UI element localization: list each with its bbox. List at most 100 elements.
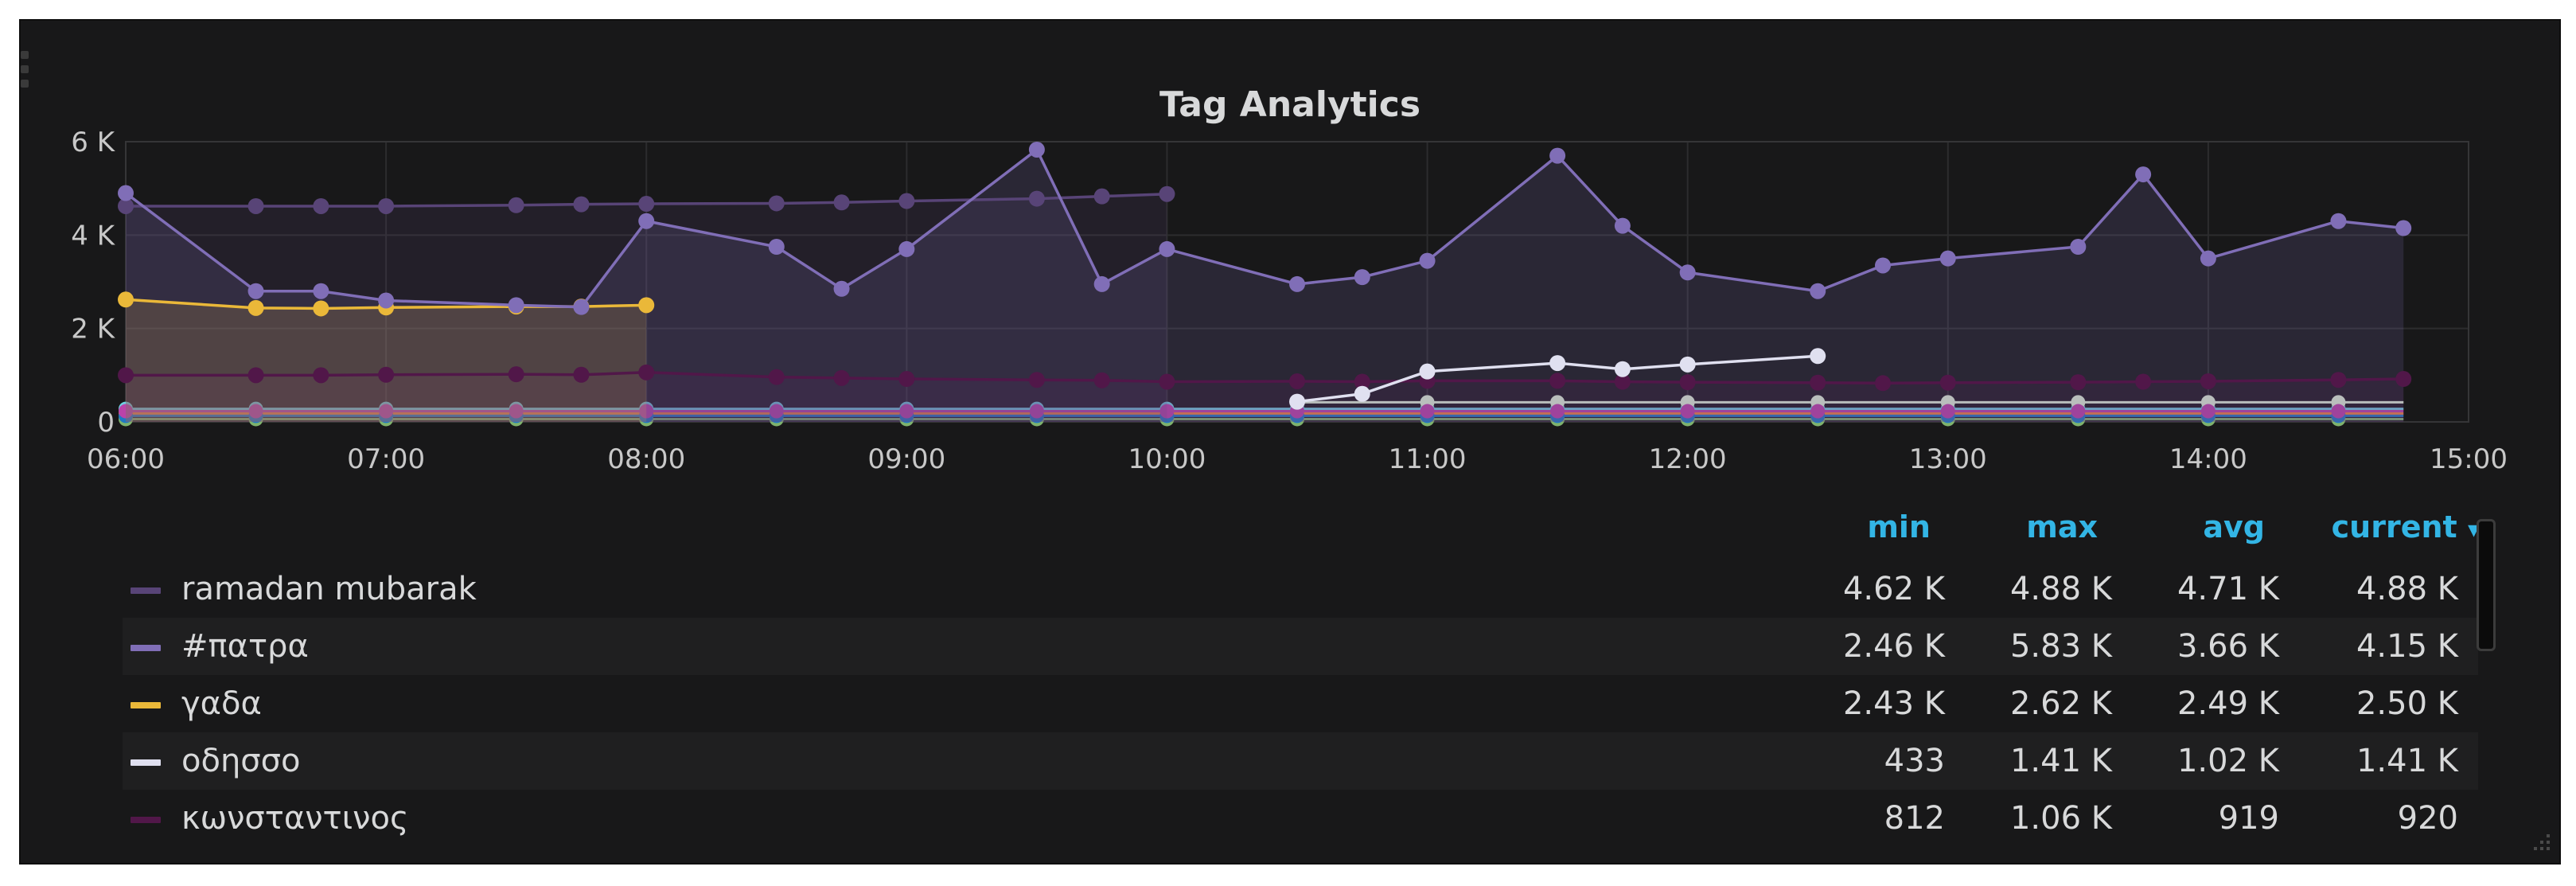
series-point[interactable] [1810,404,1826,419]
series-point[interactable] [898,371,915,388]
series-point[interactable] [833,194,850,211]
series-point[interactable] [313,197,329,214]
series-point[interactable] [1159,240,1175,257]
series-point[interactable] [1159,373,1175,390]
series-point[interactable] [1810,348,1826,365]
series-point[interactable] [573,196,590,213]
graph-canvas[interactable]: 0 2 K 4 K 6 K 06:00 07:00 08:00 09:00 10:00 11:00… [21,21,2562,498]
series-point[interactable] [247,283,264,299]
series-point[interactable] [509,404,524,419]
series-point[interactable] [247,299,264,316]
series-point[interactable] [1679,374,1696,391]
series-point[interactable] [1939,374,1956,391]
legend-series-name[interactable]: ramadan mubarak [181,571,477,607]
series-point[interactable] [1614,361,1631,377]
series-point[interactable] [1679,356,1696,373]
legend-row[interactable]: γαδα 2.43 K 2.62 K 2.49 K 2.50 K [123,675,2478,732]
series-point[interactable] [638,213,655,229]
series-point[interactable] [1810,283,1826,299]
legend-row[interactable]: ramadan mubarak 4.62 K 4.88 K 4.71 K 4.88 K [123,560,2478,618]
series-point[interactable] [313,367,329,384]
series-point[interactable] [1614,373,1631,390]
series-point[interactable] [573,366,590,383]
legend-header-current[interactable]: current ▾ [2281,508,2480,549]
series-point[interactable] [118,291,134,308]
series-point[interactable] [1354,269,1370,286]
series-point[interactable] [2200,404,2216,419]
series-point[interactable] [2200,373,2216,389]
series-point[interactable] [118,197,134,214]
legend-header-avg[interactable]: avg [2203,509,2265,544]
series-point[interactable] [118,367,134,384]
series-color-swatch[interactable] [131,587,161,594]
series-point[interactable] [898,193,915,209]
series-point[interactable] [2331,404,2346,419]
series-point[interactable] [248,404,263,419]
series-point[interactable] [1028,190,1045,207]
series-point[interactable] [313,300,329,317]
legend-series-name[interactable]: #πατρα [181,628,309,665]
legend-series-name[interactable]: κωνσταντινος [181,800,409,837]
series-point[interactable] [2070,239,2087,255]
series-point[interactable] [2200,250,2216,267]
series-point[interactable] [2071,404,2086,419]
series-point[interactable] [313,283,329,299]
legend-series-name[interactable]: γαδα [181,685,262,722]
series-point[interactable] [1940,404,1955,419]
series-point[interactable] [1549,147,1566,164]
series-point[interactable] [508,297,524,314]
series-point[interactable] [2070,374,2087,391]
series-point[interactable] [1029,404,1044,419]
series-point[interactable] [1289,373,1305,389]
series-point[interactable] [898,240,915,257]
panel-title[interactable]: Tag Analytics [1159,84,1421,125]
series-point[interactable] [833,369,850,386]
series-point[interactable] [769,404,784,419]
series-point[interactable] [2135,166,2152,183]
series-point[interactable] [379,404,394,419]
series-point[interactable] [1159,404,1175,419]
series-point[interactable] [1614,217,1631,234]
series-point[interactable] [1875,375,1891,392]
series-point[interactable] [1419,252,1436,269]
legend-row[interactable]: οδησσο 433 1.41 K 1.02 K 1.41 K [123,732,2478,790]
legend-row[interactable]: #πατρα 2.46 K 5.83 K 3.66 K 4.15 K [123,618,2478,675]
legend-series-name[interactable]: οδησσο [181,743,301,779]
series-point[interactable] [1419,363,1436,380]
series-point[interactable] [768,239,785,255]
series-point[interactable] [1810,374,1826,391]
series-point[interactable] [1679,264,1696,281]
series-point[interactable] [1420,404,1435,419]
series-point[interactable] [1093,372,1110,388]
series-point[interactable] [1354,385,1370,402]
series-point[interactable] [1680,404,1695,419]
legend-scrollbar[interactable] [2477,519,2496,651]
series-point[interactable] [378,292,395,309]
series-point[interactable] [768,369,785,385]
series-point[interactable] [508,197,524,213]
series-point[interactable] [638,196,655,213]
series-point[interactable] [1093,275,1110,292]
series-point[interactable] [1549,373,1566,389]
series-point[interactable] [638,297,655,314]
series-point[interactable] [378,197,395,214]
series-point[interactable] [899,404,914,419]
legend-header-min[interactable]: min [1867,509,1931,544]
series-color-swatch[interactable] [131,817,161,823]
legend-row[interactable]: κωνσταντινος 812 1.06 K 919 920 [123,790,2478,847]
legend-header-max[interactable]: max [2026,509,2098,544]
series-point[interactable] [638,364,655,381]
series-point[interactable] [1093,188,1110,205]
series-point[interactable] [2395,371,2412,388]
series-point[interactable] [119,404,133,419]
series-point[interactable] [573,299,590,315]
series-point[interactable] [1939,250,1956,267]
series-point[interactable] [1289,275,1305,292]
series-point[interactable] [1550,404,1565,419]
series-point[interactable] [2135,373,2152,390]
series-point[interactable] [1549,355,1566,372]
series-point[interactable] [1159,185,1175,202]
series-color-swatch[interactable] [131,645,161,651]
series-point[interactable] [2395,220,2412,236]
series-point[interactable] [833,280,850,297]
